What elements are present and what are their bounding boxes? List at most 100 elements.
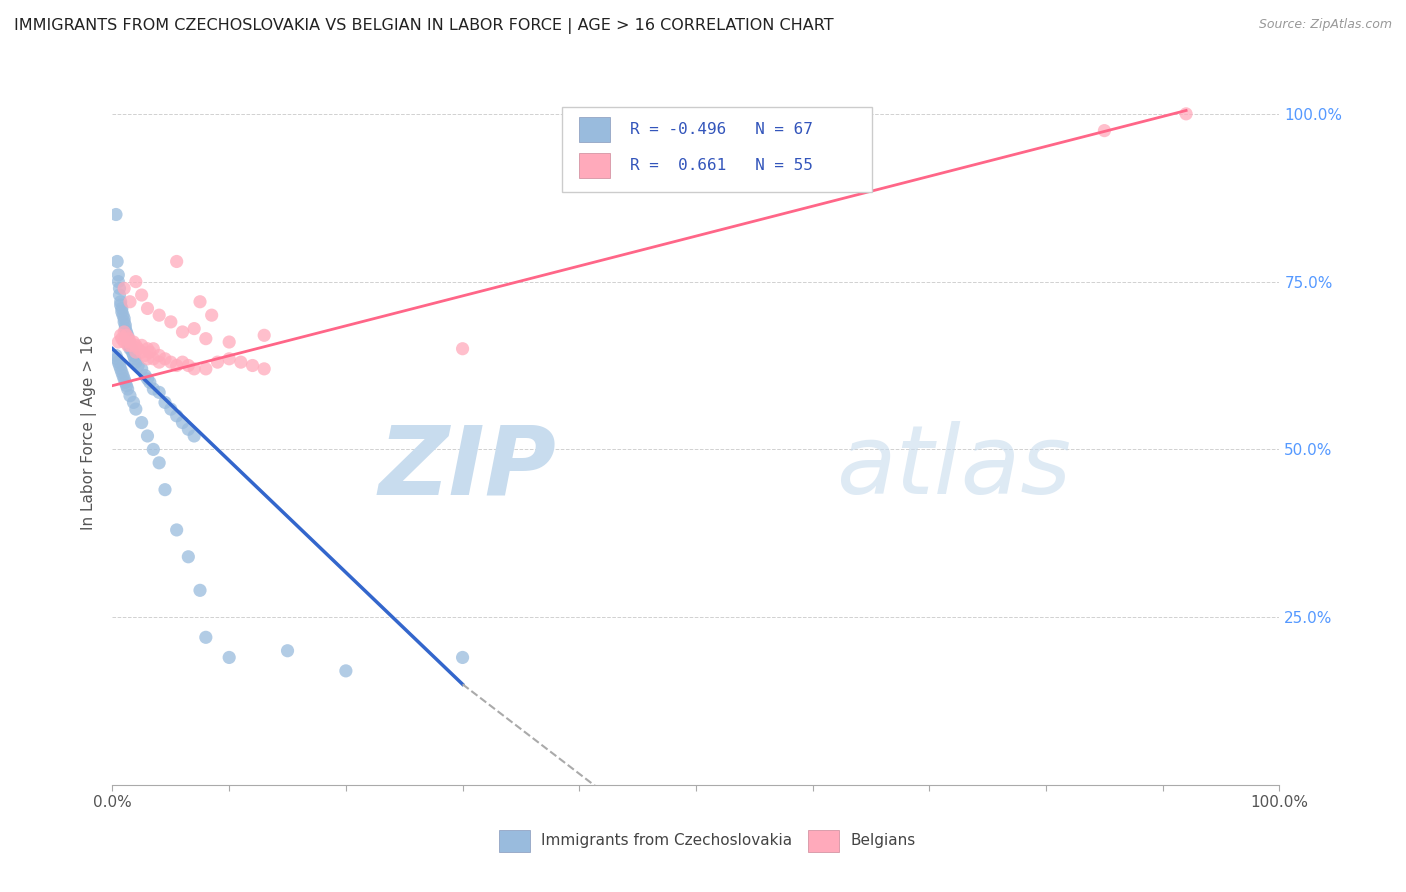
Point bbox=[111, 301, 134, 316]
Point bbox=[242, 359, 264, 373]
Point bbox=[148, 355, 170, 369]
Point bbox=[115, 378, 138, 392]
Point bbox=[118, 332, 141, 346]
Text: Immigrants from Czechoslovakia: Immigrants from Czechoslovakia bbox=[541, 833, 793, 848]
Point bbox=[183, 362, 205, 376]
Point bbox=[125, 402, 148, 417]
Point bbox=[108, 281, 131, 295]
Point bbox=[183, 429, 205, 443]
Y-axis label: In Labor Force | Age > 16: In Labor Force | Age > 16 bbox=[80, 335, 97, 530]
Point bbox=[115, 328, 138, 343]
Point bbox=[105, 254, 128, 268]
Point bbox=[131, 345, 153, 359]
Point bbox=[111, 332, 134, 346]
Point bbox=[142, 442, 165, 457]
Point bbox=[194, 630, 217, 644]
Point bbox=[131, 288, 153, 302]
Point bbox=[172, 416, 194, 430]
Point bbox=[117, 338, 139, 352]
Point bbox=[121, 345, 143, 359]
Point bbox=[120, 342, 142, 356]
Point bbox=[110, 294, 132, 309]
Point bbox=[127, 359, 149, 373]
Point bbox=[218, 334, 240, 349]
Point bbox=[188, 583, 211, 598]
Point bbox=[218, 650, 240, 665]
Point bbox=[153, 395, 176, 409]
Point bbox=[166, 254, 188, 268]
Point bbox=[122, 348, 145, 362]
Text: atlas: atlas bbox=[837, 421, 1071, 515]
Text: IMMIGRANTS FROM CZECHOSLOVAKIA VS BELGIAN IN LABOR FORCE | AGE > 16 CORRELATION : IMMIGRANTS FROM CZECHOSLOVAKIA VS BELGIA… bbox=[14, 18, 834, 34]
Point bbox=[122, 395, 145, 409]
Point bbox=[451, 342, 474, 356]
Point bbox=[125, 355, 148, 369]
Point bbox=[153, 483, 176, 497]
Point bbox=[122, 334, 145, 349]
Point bbox=[104, 348, 127, 362]
Point bbox=[160, 355, 183, 369]
Point bbox=[148, 308, 170, 322]
Point bbox=[112, 325, 135, 339]
Point bbox=[105, 351, 128, 366]
Point bbox=[118, 334, 141, 349]
Point bbox=[218, 351, 240, 366]
Point bbox=[142, 342, 165, 356]
Point bbox=[110, 362, 132, 376]
Point bbox=[172, 325, 194, 339]
Point bbox=[166, 359, 188, 373]
Point bbox=[112, 281, 135, 295]
Point bbox=[110, 328, 132, 343]
Point bbox=[107, 268, 129, 282]
Point bbox=[177, 549, 200, 564]
Point bbox=[160, 402, 183, 417]
Point bbox=[118, 334, 141, 349]
Point bbox=[194, 332, 217, 346]
Point bbox=[125, 338, 148, 352]
Point bbox=[194, 362, 217, 376]
Point bbox=[127, 342, 149, 356]
Point bbox=[114, 318, 136, 333]
Point bbox=[136, 372, 159, 386]
Point bbox=[335, 664, 357, 678]
Point bbox=[111, 305, 134, 319]
Point bbox=[112, 315, 135, 329]
Point bbox=[107, 275, 129, 289]
Point bbox=[131, 338, 153, 352]
Point bbox=[111, 308, 134, 322]
Point bbox=[134, 368, 156, 383]
Point bbox=[120, 338, 142, 352]
Point bbox=[114, 376, 136, 390]
Point bbox=[148, 385, 170, 400]
Point bbox=[177, 422, 200, 436]
Text: R =  0.661   N = 55: R = 0.661 N = 55 bbox=[630, 158, 813, 172]
Point bbox=[166, 409, 188, 423]
Point bbox=[451, 650, 474, 665]
Point bbox=[131, 416, 153, 430]
Point bbox=[115, 325, 138, 339]
Point bbox=[118, 294, 141, 309]
Point bbox=[107, 334, 129, 349]
Point bbox=[136, 429, 159, 443]
Point bbox=[188, 294, 211, 309]
Point bbox=[117, 332, 139, 346]
Text: ZIP: ZIP bbox=[378, 421, 555, 515]
Point bbox=[117, 328, 139, 343]
Point bbox=[117, 382, 139, 396]
Point bbox=[136, 351, 159, 366]
Point bbox=[114, 321, 136, 335]
Point bbox=[177, 359, 200, 373]
Point bbox=[124, 351, 146, 366]
Point bbox=[107, 355, 129, 369]
Point bbox=[229, 355, 252, 369]
Text: R = -0.496   N = 67: R = -0.496 N = 67 bbox=[630, 122, 813, 136]
Text: Source: ZipAtlas.com: Source: ZipAtlas.com bbox=[1258, 18, 1392, 31]
Point bbox=[136, 342, 159, 356]
Point bbox=[142, 351, 165, 366]
Point bbox=[118, 389, 141, 403]
Point bbox=[139, 376, 162, 390]
Point bbox=[253, 328, 276, 343]
Point bbox=[207, 355, 229, 369]
Point bbox=[118, 338, 141, 352]
Point bbox=[118, 342, 141, 356]
